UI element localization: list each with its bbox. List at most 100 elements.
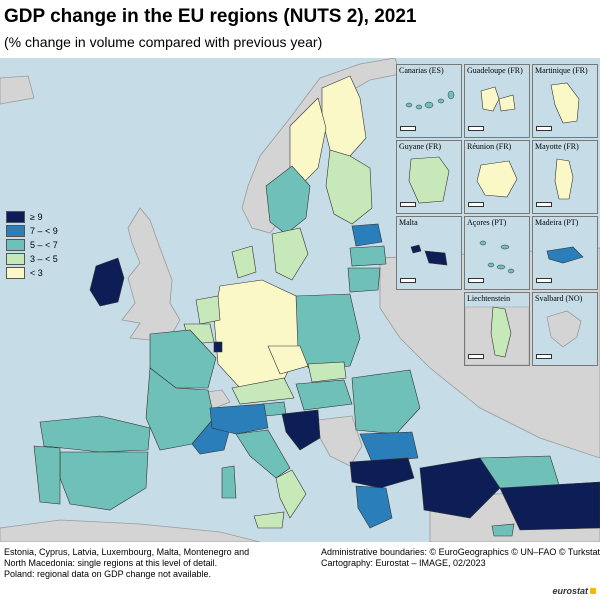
inset-reunion: Réunion (FR) bbox=[464, 140, 530, 214]
great-britain-shape bbox=[121, 207, 181, 341]
legend-label: < 3 bbox=[30, 268, 43, 278]
inset-map bbox=[476, 160, 518, 198]
region-italy-south bbox=[275, 469, 307, 519]
inset-guyane: Guyane (FR) bbox=[396, 140, 462, 214]
scale-bar bbox=[468, 202, 484, 207]
scale-bar bbox=[400, 278, 416, 283]
region-bulgaria bbox=[359, 431, 419, 463]
inset-guadeloupe: Guadeloupe (FR) bbox=[464, 64, 530, 138]
legend-swatch-lt3 bbox=[6, 267, 25, 279]
region-slovakia bbox=[307, 361, 347, 383]
region-finland-north bbox=[321, 75, 367, 157]
inset-label: Mayotte (FR) bbox=[535, 142, 579, 151]
footnote: Estonia, Cyprus, Latvia, Luxembourg, Mal… bbox=[4, 547, 249, 580]
inset-label: Liechtenstein bbox=[467, 294, 511, 303]
region-netherlands bbox=[195, 295, 221, 325]
region-cyprus bbox=[491, 523, 515, 537]
legend-label: 5 – < 7 bbox=[30, 240, 58, 250]
inset-label: Madeira (PT) bbox=[535, 218, 579, 227]
inset-madeira: Madeira (PT) bbox=[532, 216, 598, 290]
footnote-line: Estonia, Cyprus, Latvia, Luxembourg, Mal… bbox=[4, 547, 250, 557]
region-hungary bbox=[295, 379, 353, 411]
inset-map bbox=[408, 156, 450, 204]
scale-bar bbox=[536, 278, 552, 283]
inset-canarias: Canarias (ES) bbox=[396, 64, 462, 138]
inset-svalbard: Svalbard (NO) bbox=[532, 292, 598, 366]
inset-map bbox=[465, 306, 529, 365]
region-lithuania bbox=[347, 267, 381, 293]
inset-map bbox=[554, 158, 574, 200]
scale-bar bbox=[536, 202, 552, 207]
scale-bar bbox=[468, 354, 484, 359]
scale-bar bbox=[536, 354, 552, 359]
legend-item: 3 – < 5 bbox=[6, 252, 58, 266]
legend-swatch-ge9 bbox=[6, 211, 25, 223]
inset-map bbox=[405, 90, 455, 110]
legend-swatch-5-7 bbox=[6, 239, 25, 251]
region-turkey-west bbox=[419, 457, 501, 519]
brand-mark-icon bbox=[590, 588, 596, 594]
region-italy-center bbox=[235, 429, 291, 479]
legend-item: 5 – < 7 bbox=[6, 238, 58, 252]
inset-mayotte: Mayotte (FR) bbox=[532, 140, 598, 214]
inset-martinique: Martinique (FR) bbox=[532, 64, 598, 138]
inset-map bbox=[546, 246, 584, 264]
map-credits: Administrative boundaries: © EuroGeograp… bbox=[321, 547, 600, 569]
europe-map: ≥ 9 7 – < 9 5 – < 7 3 – < 5 < 3 Canarias… bbox=[0, 58, 600, 542]
credit-line: Administrative boundaries: © EuroGeograp… bbox=[321, 547, 600, 557]
scale-bar bbox=[536, 126, 552, 131]
map-subtitle: (% change in volume compared with previo… bbox=[4, 34, 323, 50]
scale-bar bbox=[468, 126, 484, 131]
region-romania bbox=[351, 369, 421, 435]
region-ireland bbox=[89, 257, 125, 307]
inset-label: Guadeloupe (FR) bbox=[467, 66, 523, 75]
scale-bar bbox=[400, 126, 416, 131]
inset-label: Martinique (FR) bbox=[535, 66, 588, 75]
legend-label: 3 – < 5 bbox=[30, 254, 58, 264]
inset-label: Guyane (FR) bbox=[399, 142, 441, 151]
legend-swatch-3-5 bbox=[6, 253, 25, 265]
legend-label: 7 – < 9 bbox=[30, 226, 58, 236]
inset-label: Réunion (FR) bbox=[467, 142, 512, 151]
region-italy-north bbox=[209, 403, 269, 435]
inset-malta: Malta bbox=[396, 216, 462, 290]
inset-map bbox=[479, 240, 515, 274]
inset-label: Açores (PT) bbox=[467, 218, 507, 227]
region-spain-north bbox=[39, 415, 151, 453]
region-denmark bbox=[231, 245, 257, 279]
iceland-shape bbox=[0, 75, 35, 105]
map-title: GDP change in the EU regions (NUTS 2), 2… bbox=[4, 6, 417, 27]
credit-line: Cartography: Eurostat – IMAGE, 02/2023 bbox=[321, 558, 486, 568]
legend-label: ≥ 9 bbox=[30, 212, 43, 222]
region-luxembourg bbox=[213, 341, 223, 353]
region-sicily bbox=[253, 511, 285, 529]
region-greece-south bbox=[355, 485, 393, 529]
region-portugal bbox=[33, 445, 61, 505]
legend-swatch-7-9 bbox=[6, 225, 25, 237]
region-austria bbox=[231, 377, 295, 405]
eurostat-logo: eurostat bbox=[552, 586, 596, 596]
inset-acores: Açores (PT) bbox=[464, 216, 530, 290]
region-sweden-mid bbox=[265, 165, 311, 235]
region-sardinia bbox=[221, 465, 237, 499]
legend-item: ≥ 9 bbox=[6, 210, 58, 224]
region-spain-south bbox=[59, 451, 149, 511]
inset-map bbox=[480, 86, 516, 112]
inset-map bbox=[546, 310, 582, 348]
inset-map bbox=[410, 244, 448, 266]
region-latvia bbox=[349, 245, 387, 267]
north-africa-shape bbox=[0, 519, 261, 542]
scale-bar bbox=[400, 202, 416, 207]
region-croatia bbox=[281, 409, 321, 451]
inset-label: Canarias (ES) bbox=[399, 66, 444, 75]
region-estonia bbox=[351, 223, 383, 247]
inset-map bbox=[550, 82, 580, 124]
region-sweden-south bbox=[271, 227, 309, 281]
region-turkey-east bbox=[499, 481, 600, 531]
region-poland bbox=[295, 293, 361, 371]
inset-label: Malta bbox=[399, 218, 418, 227]
scale-bar bbox=[468, 278, 484, 283]
footnote-line: North Macedonia: single regions at this … bbox=[4, 558, 218, 568]
legend-item: 7 – < 9 bbox=[6, 224, 58, 238]
region-finland-south bbox=[325, 149, 373, 225]
